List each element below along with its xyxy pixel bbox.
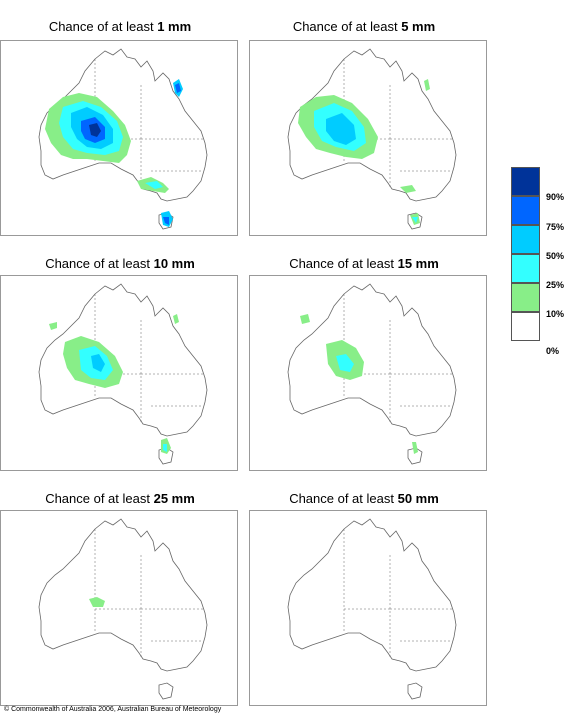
map-25mm <box>0 510 238 706</box>
panel-title-15mm: Chance of at least 15 mm <box>244 256 484 271</box>
map-5mm <box>249 40 487 236</box>
title-value: 50 mm <box>397 491 439 506</box>
map-15mm <box>249 275 487 471</box>
title-value: 1 mm <box>157 19 192 34</box>
legend-swatch-10 <box>511 283 540 312</box>
panel-title-1mm: Chance of at least 1 mm <box>0 19 240 34</box>
legend-swatch-90 <box>511 167 540 196</box>
panel-title-10mm: Chance of at least 10 mm <box>0 256 240 271</box>
map-50mm <box>249 510 487 706</box>
copyright-notice: © Commonwealth of Australia 2006, Austra… <box>4 706 222 713</box>
legend-swatch-50 <box>511 225 540 254</box>
panel-title-5mm: Chance of at least 5 mm <box>244 19 484 34</box>
title-prefix: Chance of at least <box>289 491 398 506</box>
map-1mm <box>0 40 238 236</box>
legend-swatch-25 <box>511 254 540 283</box>
title-value: 5 mm <box>401 19 436 34</box>
legend-label-75: 75% <box>546 222 565 232</box>
legend-label-0: 0% <box>546 346 560 356</box>
legend-label-25: 25% <box>546 280 565 290</box>
title-prefix: Chance of at least <box>292 19 402 34</box>
panel-title-50mm: Chance of at least 50 mm <box>244 491 484 506</box>
legend-label-90: 90% <box>546 192 565 202</box>
title-value: 15 mm <box>397 256 439 271</box>
title-prefix: Chance of at least <box>45 491 154 506</box>
legend-swatch-75 <box>511 196 540 225</box>
legend-swatch-0 <box>511 312 540 341</box>
legend-label-50: 50% <box>546 251 565 261</box>
legend-label-10: 10% <box>546 309 565 319</box>
title-value: 25 mm <box>153 491 195 506</box>
title-prefix: Chance of at least <box>45 256 154 271</box>
map-10mm <box>0 275 238 471</box>
title-prefix: Chance of at least <box>289 256 398 271</box>
panel-title-25mm: Chance of at least 25 mm <box>0 491 240 506</box>
title-prefix: Chance of at least <box>48 19 158 34</box>
title-value: 10 mm <box>153 256 195 271</box>
